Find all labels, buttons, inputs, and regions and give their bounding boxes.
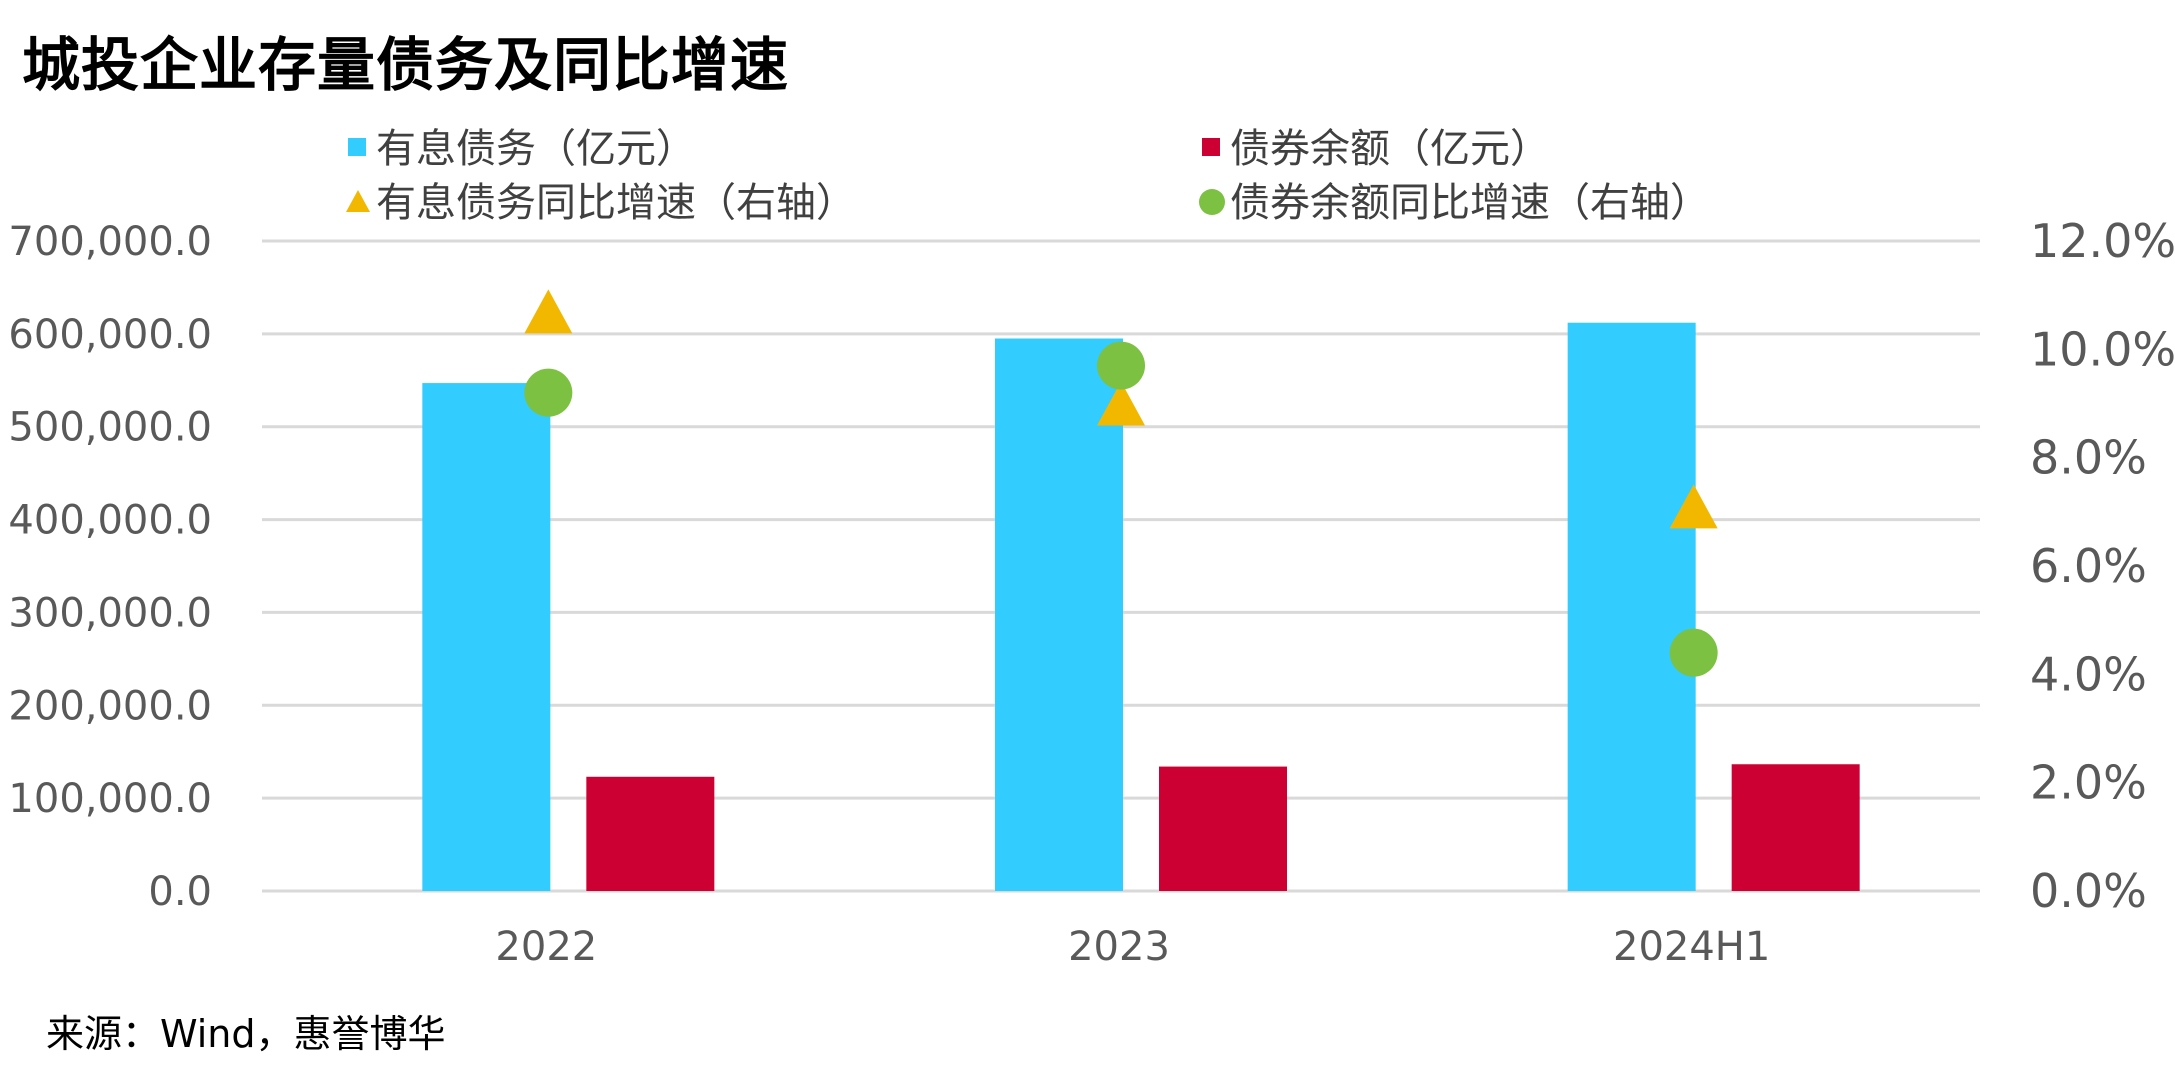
- legend-triangle-icon: [346, 190, 370, 212]
- y-left-tick-label: 100,000.0: [8, 776, 212, 822]
- y-right-tick-label: 8.0%: [2030, 431, 2147, 485]
- legend-label: 债券余额（亿元）: [1230, 126, 1550, 172]
- bar-interest-debt: [995, 338, 1123, 891]
- marker-interest-debt-growth: [1669, 484, 1718, 529]
- bar-bond-balance: [1731, 764, 1860, 891]
- y-right-tick-label: 6.0%: [2030, 539, 2147, 593]
- y-left-tick-label: 200,000.0: [8, 683, 212, 729]
- y-left-tick-label: 0.0: [148, 869, 212, 915]
- y-right-tick-label: 4.0%: [2030, 647, 2147, 701]
- y-right-tick-label: 2.0%: [2030, 756, 2147, 810]
- marker-interest-debt-growth: [1097, 381, 1145, 426]
- legend-label: 有息债务同比增速（右轴）: [376, 180, 856, 226]
- y-left-tick-label: 300,000.0: [8, 590, 212, 636]
- y-right-tick-label: 12.0%: [2030, 214, 2175, 268]
- chart-title: 城投企业存量债务及同比增速: [22, 31, 790, 99]
- legend-circle-icon: [1199, 189, 1225, 215]
- legend-label: 有息债务（亿元）: [376, 126, 696, 172]
- legend-square-icon: [1202, 138, 1220, 156]
- y-right-tick-label: 0.0%: [2030, 864, 2147, 918]
- y-left-tick-label: 400,000.0: [8, 498, 212, 544]
- x-tick-label: 2022: [495, 924, 597, 970]
- bar-interest-debt: [1567, 322, 1696, 891]
- y-right-tick-label: 10.0%: [2030, 322, 2175, 376]
- marker-bond-balance-growth: [524, 368, 573, 417]
- x-tick-label: 2023: [1068, 924, 1170, 970]
- legend-label: 债券余额同比增速（右轴）: [1230, 180, 1710, 226]
- bar-bond-balance: [586, 776, 715, 891]
- chart-area: 0.0 100,000.0 200,000.0 300,000.0 400,000.0 5…: [8, 126, 2175, 970]
- source-note: 来源：Wind，惠誉博华: [46, 1012, 446, 1056]
- x-tick-label: 2024H1: [1613, 924, 1770, 970]
- marker-bond-balance-growth: [1669, 628, 1718, 677]
- y-left-tick-label: 600,000.0: [8, 312, 212, 358]
- marker-bond-balance-growth: [1097, 341, 1145, 390]
- y-left-tick-label: 700,000.0: [8, 219, 212, 265]
- marker-interest-debt-growth: [524, 289, 573, 334]
- legend-square-icon: [348, 138, 366, 156]
- bar-bond-balance: [1159, 766, 1287, 891]
- bar-interest-debt: [422, 383, 551, 891]
- y-left-tick-label: 500,000.0: [8, 405, 212, 451]
